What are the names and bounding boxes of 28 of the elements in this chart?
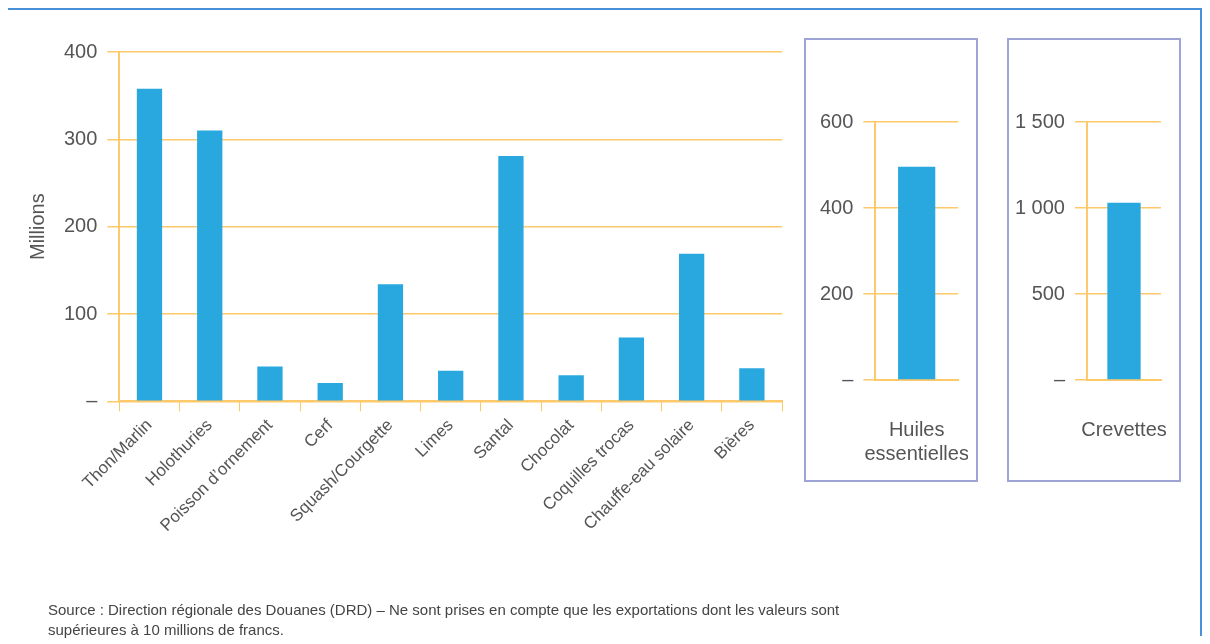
y-tick-label: 500 [1031,281,1065,304]
source-note: Source : Direction régionale des Douanes (DRD) – Ne sont prises en compte que les exportations dont les valeurs sont supérieures à 10 millions de francs. [48,600,841,640]
x-tick-label: Crevettes [1081,417,1167,440]
y-tick-label: 400 [63,39,98,62]
y-axis-title: Millions [25,193,48,261]
bar [197,130,223,401]
bar [739,368,765,401]
y-tick-label: 300 [63,126,98,149]
y-tick-label: 200 [819,281,854,304]
y-tick-label: – [86,388,99,411]
y-tick-label: 100 [63,301,98,324]
bar [136,88,163,401]
bar [498,155,524,401]
y-tick-label: 1 000 [1014,195,1065,218]
y-tick-label: 200 [63,214,98,237]
y-tick-label: 1 500 [1014,109,1065,132]
bar [317,382,343,401]
y-tick-label: – [1053,367,1066,390]
x-tick-label: Huiles essentielles [864,417,969,464]
bar [438,370,464,401]
bar [257,366,283,401]
y-tick-label: – [842,367,855,390]
bar [377,284,404,401]
bar [678,253,705,401]
bar [558,375,584,401]
y-tick-label: 400 [819,195,854,218]
bar [618,337,645,401]
y-tick-label: 600 [819,109,854,132]
